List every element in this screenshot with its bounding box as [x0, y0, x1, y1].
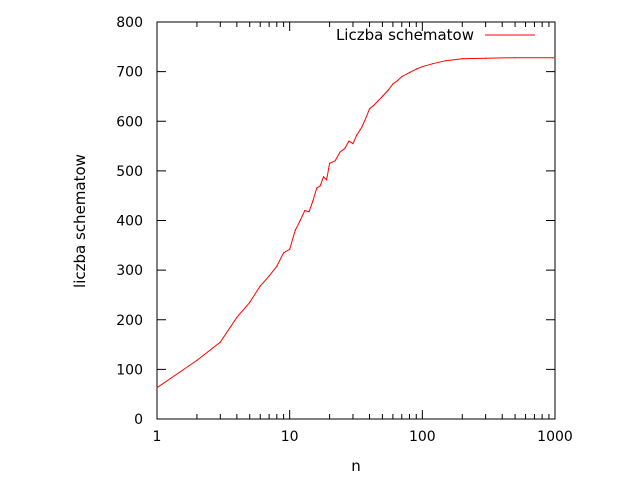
data-point [236, 316, 238, 318]
data-point [339, 151, 341, 153]
data-point [334, 160, 336, 162]
plot-frame [156, 21, 556, 420]
data-point [344, 147, 346, 150]
data-point [356, 134, 358, 136]
y-tick-label: 800 [116, 15, 143, 31]
data-point [377, 100, 379, 102]
data-point [268, 275, 270, 277]
y-tick-label: 400 [116, 214, 143, 230]
data-point [485, 57, 487, 59]
data-point [308, 211, 310, 213]
data-point [421, 66, 423, 68]
data-point [387, 89, 389, 92]
y-tick-label: 100 [116, 362, 143, 378]
legend-label: Liczba schematow [336, 26, 474, 44]
y-tick-label: 0 [134, 412, 143, 428]
x-tick-label: 100 [409, 429, 436, 445]
data-point [461, 58, 463, 60]
data-point [401, 76, 403, 78]
x-axis-ticks: 1 10 100 1000 [153, 22, 573, 445]
data-point [219, 341, 221, 343]
legend: Liczba schematow [336, 26, 535, 44]
data-point [289, 248, 291, 250]
y-axis-ticks: 0 100 200 300 400 500 600 700 800 [116, 15, 555, 428]
y-tick-label: 600 [116, 114, 143, 130]
data-point [432, 63, 434, 65]
data-point [415, 68, 417, 70]
data-point [392, 83, 394, 85]
x-tick-label: 1 [153, 429, 162, 445]
data-point [366, 115, 368, 117]
data-point [554, 57, 556, 59]
data-point [348, 140, 350, 142]
y-tick-label: 500 [116, 164, 143, 180]
data-point [514, 57, 516, 59]
x-tick-label: 10 [281, 429, 299, 445]
x-minor-ticks [196, 22, 550, 419]
data-point [304, 210, 306, 212]
series-layer [156, 57, 556, 389]
data-point [259, 285, 261, 287]
data-point [368, 108, 371, 110]
y-tick-label: 200 [116, 313, 143, 329]
data-point [294, 229, 296, 231]
y-tick-label: 700 [116, 65, 143, 81]
data-point [319, 185, 321, 187]
data-point [361, 126, 363, 128]
x-axis-label: n [351, 457, 361, 475]
y-axis-label: liczba schematow [71, 154, 89, 288]
data-point [196, 359, 198, 361]
data-point [408, 72, 411, 74]
data-point [276, 265, 278, 267]
data-point [156, 387, 158, 389]
data-point [329, 162, 331, 164]
data-point [445, 60, 447, 62]
data-point [352, 143, 354, 145]
data-point [373, 104, 375, 106]
x-tick-label: 1000 [537, 429, 573, 445]
data-point [312, 200, 314, 202]
y-tick-label: 300 [116, 263, 143, 279]
data-point [283, 252, 285, 254]
data-point [322, 176, 325, 178]
data-point [381, 95, 383, 97]
series-line-0 [156, 57, 555, 389]
data-point [249, 301, 251, 303]
data-point [396, 80, 399, 82]
data-point [326, 179, 328, 181]
data-point [299, 219, 301, 222]
data-point [316, 187, 318, 189]
